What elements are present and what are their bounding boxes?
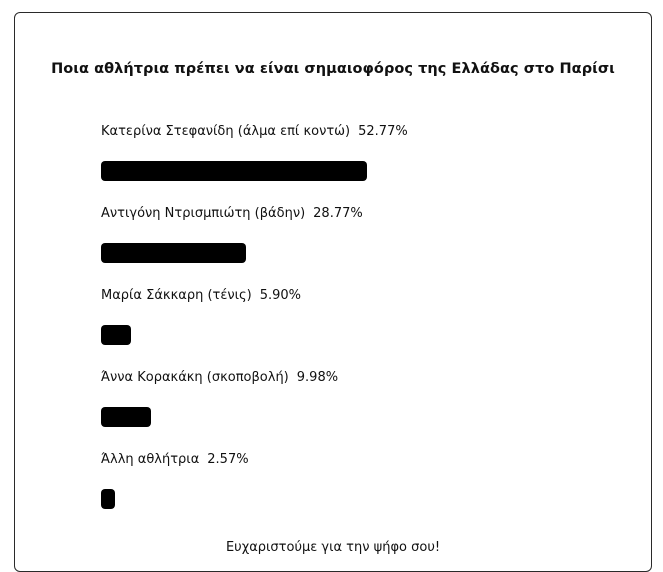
option-label-row: Κατερίνα Στεφανίδη (άλμα επί κοντώ) 52.77… <box>101 124 581 140</box>
option-label: Μαρία Σάκκαρη (τένις) <box>101 288 252 303</box>
poll-option-sakkari: Μαρία Σάκκαρη (τένις) 5.90% <box>101 288 581 345</box>
poll-title: Ποια αθλήτρια πρέπει να είναι σημαιοφόρο… <box>51 61 615 77</box>
option-percent: 2.57% <box>207 452 249 467</box>
result-bar <box>101 407 152 427</box>
option-percent: 52.77% <box>358 124 408 139</box>
thank-you-message: Ευχαριστούμε για την ψήφο σου! <box>225 540 441 555</box>
option-label-row: Άννα Κορακάκη (σκοποβολή) 9.98% <box>101 370 581 386</box>
option-label-row: Άλλη αθλήτρια 2.57% <box>101 452 581 468</box>
option-percent: 9.98% <box>296 370 339 385</box>
option-label-row: Μαρία Σάκκαρη (τένις) 5.90% <box>101 288 581 304</box>
option-label: Άννα Κορακάκη (σκοποβολή) <box>101 370 289 385</box>
result-bar <box>101 243 246 263</box>
result-bar <box>101 161 367 181</box>
poll-card: Ποια αθλήτρια πρέπει να είναι σημαιοφόρο… <box>14 12 652 572</box>
result-bar <box>101 325 131 345</box>
option-label: Άλλη αθλήτρια <box>101 452 200 467</box>
option-label: Κατερίνα Στεφανίδη (άλμα επί κοντώ) <box>101 124 351 139</box>
poll-option-ntrismpioti: Αντιγόνη Ντρισμπιώτη (βάδην) 28.77% <box>101 206 581 263</box>
option-label: Αντιγόνη Ντρισμπιώτη (βάδην) <box>101 206 306 221</box>
option-percent: 5.90% <box>259 288 302 303</box>
option-label-row: Αντιγόνη Ντρισμπιώτη (βάδην) 28.77% <box>101 206 581 222</box>
result-bar <box>101 489 115 509</box>
option-percent: 28.77% <box>313 206 363 221</box>
poll-option-other: Άλλη αθλήτρια 2.57% <box>101 452 581 509</box>
poll-option-stefanidi: Κατερίνα Στεφανίδη (άλμα επί κοντώ) 52.77… <box>101 124 581 181</box>
poll-option-korakaki: Άννα Κορακάκη (σκοποβολή) 9.98% <box>101 370 581 427</box>
